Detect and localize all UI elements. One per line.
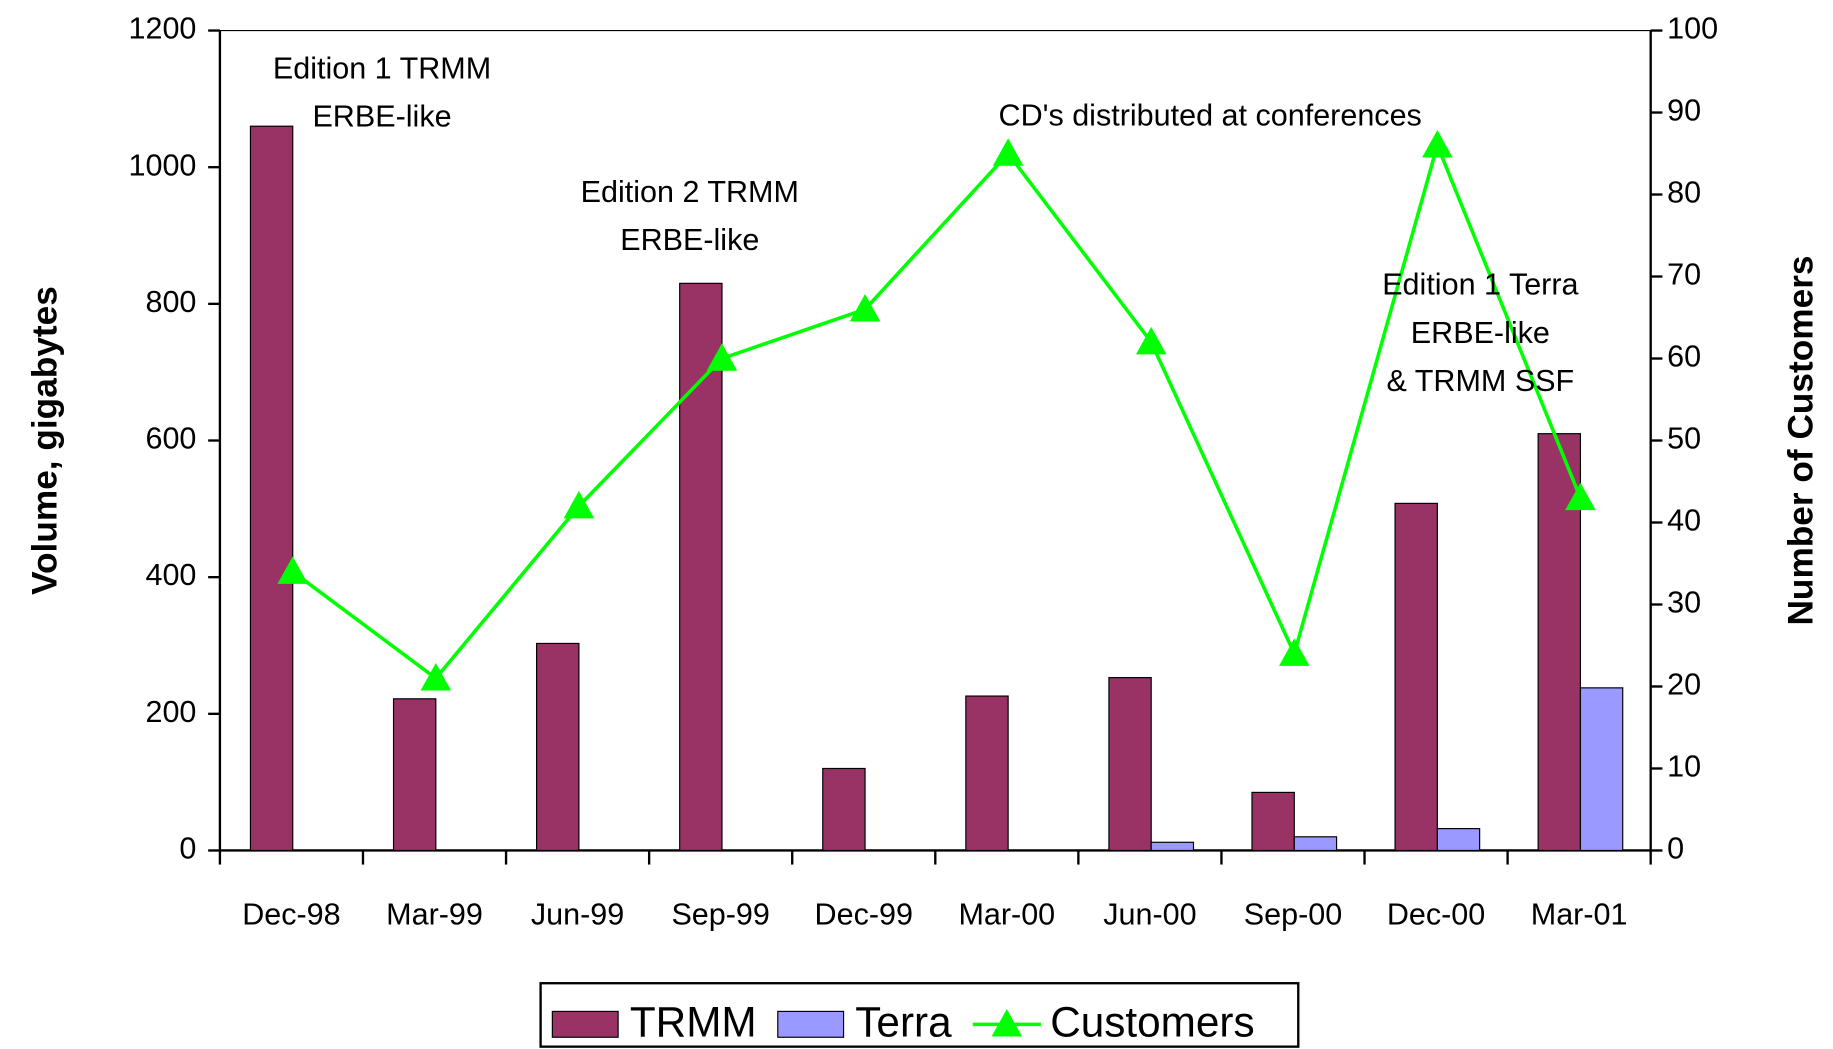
x-tick-label: Dec-98 [242,897,340,931]
y2-tick-label: 0 [1667,832,1684,866]
annotation: Edition 2 TRMM [581,175,799,209]
bar [1293,836,1338,852]
y2-tick-label: 30 [1667,586,1701,620]
x-tick-label: Dec-00 [1387,897,1485,931]
annotation: Edition 1 Terra [1382,268,1578,302]
y2-tick-label: 20 [1667,668,1701,702]
y-tick-label: 200 [145,695,196,729]
legend-swatch [551,1010,619,1038]
marker [849,294,881,322]
y2-tick-label: 40 [1667,504,1701,538]
marker [706,343,738,371]
line [291,139,1583,681]
bar [536,642,580,852]
x-tick-label: Dec-99 [815,897,913,931]
x-tick-label: Sep-00 [1244,897,1342,931]
annotation: & TRMM SSF [1386,364,1574,398]
marker [420,663,452,691]
marker [277,556,309,584]
y2-tick-label: 70 [1667,258,1701,292]
x-tick-label: Jun-00 [1103,897,1196,931]
bar [1394,502,1438,852]
annotation: ERBE-like [312,100,451,134]
y-tick-label: 400 [145,558,196,592]
y2-axis-title: Number of Customers [1782,256,1821,626]
marker [992,138,1024,166]
bar [392,698,437,852]
marker [1279,638,1310,666]
marker [1422,130,1453,158]
y2-tick-label: 10 [1667,750,1701,784]
marker [1135,326,1167,355]
bar [1150,841,1195,852]
y2-tick-label: 50 [1667,422,1701,456]
annotation: CD's distributed at conferences [999,99,1422,133]
y-axis-title: Volume, gigabytes [26,286,65,595]
y-tick-label: 800 [145,285,196,319]
y2-tick-label: 90 [1667,94,1701,128]
marker [1565,482,1596,511]
annotation: ERBE-like [1411,316,1550,350]
bar [1251,791,1295,852]
marker [563,490,595,519]
x-tick-label: Mar-99 [386,897,483,931]
bar [679,282,723,852]
bar [1579,687,1624,852]
bar [1436,828,1481,852]
legend-label: Customers [1050,999,1254,1046]
legend-swatch [777,1010,845,1038]
y2-tick-label: 60 [1667,340,1701,374]
y-tick-label: 1000 [128,148,196,182]
x-tick-label: Jun-99 [531,897,624,931]
legend-label: Terra [855,999,952,1046]
bar [822,767,866,852]
x-tick-label: Sep-99 [671,897,769,931]
y2-tick-label: 80 [1667,176,1701,210]
y-tick-label: 0 [179,832,196,866]
bar [249,125,294,852]
legend-box [539,982,1300,1048]
y-tick-label: 1200 [128,12,196,46]
x-tick-label: Mar-01 [1531,897,1628,931]
y-tick-label: 600 [145,422,196,456]
x-tick-label: Mar-00 [958,897,1055,931]
legend-marker [991,1009,1023,1037]
bar [965,695,1009,852]
annotation: Edition 1 TRMM [273,52,491,86]
y2-tick-label: 100 [1667,12,1718,46]
annotation: ERBE-like [620,223,759,257]
legend-label: TRMM [630,999,757,1046]
bar [1108,677,1152,852]
